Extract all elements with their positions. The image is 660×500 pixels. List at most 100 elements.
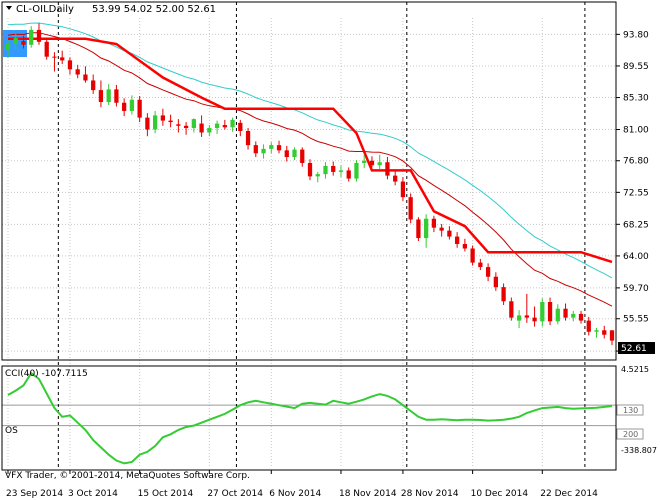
cci-labels: CCI(40) -107.7115 4.5215 -338.807 OS 130…	[5, 365, 657, 481]
candle	[393, 170, 398, 186]
candle-body	[354, 162, 359, 179]
candle	[586, 316, 591, 336]
candle-body	[454, 236, 460, 245]
candle	[578, 310, 584, 324]
candle	[501, 283, 506, 305]
level-200-label: 200	[623, 430, 638, 439]
candle-body	[315, 174, 320, 177]
candle-body	[269, 145, 274, 149]
candle	[145, 113, 150, 137]
moving-averages	[7, 22, 613, 307]
candle-body	[75, 69, 80, 75]
candle-body	[362, 160, 367, 163]
candle	[447, 226, 452, 240]
y-tick-label: 89.55	[623, 62, 649, 72]
candle	[524, 293, 529, 323]
candle	[168, 114, 173, 128]
candle-body	[578, 313, 584, 321]
candle-body	[106, 89, 111, 103]
x-tick-label: 3 Oct 2014	[68, 489, 118, 499]
candle-body	[137, 99, 142, 118]
candle	[106, 84, 111, 105]
candle	[176, 119, 181, 133]
candle-body	[331, 165, 336, 172]
candle	[60, 50, 65, 65]
candle	[114, 84, 119, 107]
cci-panel-border	[1, 365, 617, 471]
candle	[36, 23, 42, 45]
candle	[439, 223, 444, 237]
candle	[253, 141, 258, 158]
candle	[369, 156, 375, 168]
candle	[416, 217, 421, 242]
candle-body	[555, 308, 560, 322]
candle	[485, 263, 491, 282]
candle	[431, 215, 437, 233]
candle	[594, 328, 599, 338]
candle	[98, 80, 104, 108]
candle	[540, 298, 545, 327]
y-tick-label: 81.00	[623, 126, 649, 136]
candle	[424, 214, 429, 248]
candle	[470, 245, 475, 266]
candle-body	[129, 99, 135, 111]
candle	[532, 306, 537, 327]
candle-body	[91, 80, 96, 91]
candle	[261, 144, 266, 159]
candle	[152, 110, 158, 134]
level-200-badge	[616, 428, 644, 440]
candle-body	[245, 131, 251, 146]
chart-frame	[1, 1, 617, 471]
candle-body	[21, 41, 26, 45]
candle	[52, 52, 57, 72]
candle	[129, 95, 135, 115]
candle	[230, 117, 235, 132]
candle-body	[571, 313, 576, 318]
symbol-label: CL-OILDaily	[16, 4, 74, 15]
candle-body	[253, 145, 258, 154]
y-tick-label: 72.55	[623, 188, 649, 198]
candle-body	[176, 124, 181, 126]
candle-body	[524, 315, 529, 318]
candle-body	[160, 115, 166, 121]
candle-body	[509, 301, 514, 318]
candle	[160, 108, 166, 126]
y-tick-label: 59.70	[623, 284, 649, 294]
candle	[276, 140, 282, 154]
candle-body	[393, 175, 398, 182]
candle	[563, 303, 568, 321]
candle-body	[602, 330, 607, 335]
candle	[509, 297, 514, 321]
candle-body	[516, 315, 522, 321]
candle-body	[424, 218, 429, 239]
grid	[2, 18, 616, 466]
y-tick-label: 68.25	[623, 220, 649, 230]
candle-body	[377, 162, 382, 166]
candle-body	[207, 128, 212, 133]
ohlc-values: 53.99 54.02 52.00 52.61	[92, 4, 216, 15]
candle	[609, 330, 615, 346]
price-axis: 93.80 89.55 85.30 81.00 76.80 72.55 68.25 64.00…	[616, 30, 649, 357]
candle	[21, 35, 26, 49]
dropdown-arrow-icon[interactable]	[6, 6, 12, 10]
candle-body	[346, 170, 351, 179]
candle	[462, 238, 468, 252]
trailing-stop-line	[8, 37, 613, 264]
candle	[385, 157, 390, 180]
y-tick-label: 93.80	[623, 30, 649, 40]
candle	[44, 39, 49, 60]
x-tick-label: 18 Nov 2014	[339, 489, 397, 499]
candle	[346, 167, 351, 182]
candle-body	[13, 38, 18, 45]
candle	[354, 160, 359, 182]
candle	[516, 310, 522, 329]
candle-body	[261, 148, 266, 154]
candle-body	[501, 287, 506, 302]
x-tick-label: 23 Sep 2014	[6, 489, 63, 499]
candle	[571, 310, 576, 322]
candle-body	[238, 122, 243, 132]
candle-body	[145, 117, 150, 130]
candle-body	[191, 119, 196, 129]
candle	[222, 119, 227, 130]
